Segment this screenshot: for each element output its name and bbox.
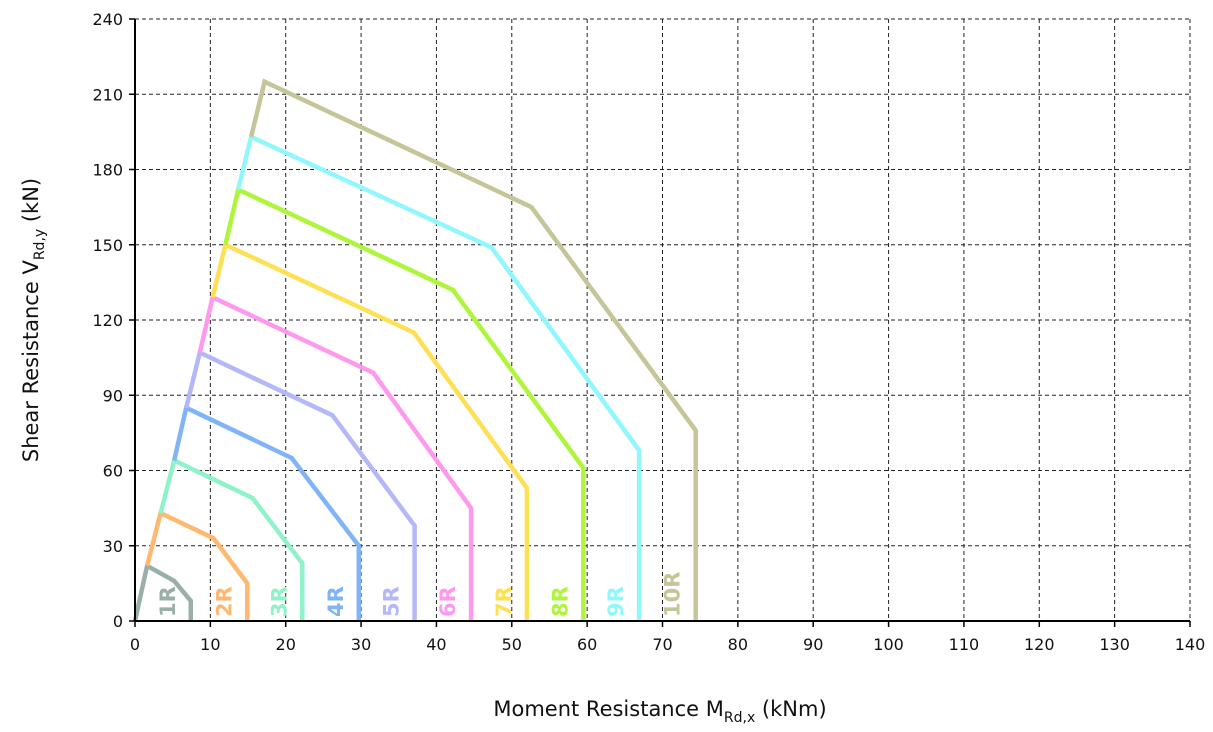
y-axis-title: Shear Resistance VRd,y (kN)	[19, 178, 48, 462]
series-label-8R: 8R	[548, 586, 572, 617]
series-label-6R: 6R	[436, 586, 460, 617]
series-label-3R: 3R	[267, 586, 291, 617]
x-tick-label: 90	[803, 635, 823, 654]
y-tick-labels: 0 30 60 90 120 150 180 210 240	[92, 10, 123, 631]
series-line-6R	[197, 294, 474, 621]
series-line-1R	[132, 562, 194, 622]
y-tick-label: 90	[103, 386, 123, 405]
x-tick-label: 60	[577, 635, 597, 654]
x-tick-label: 30	[351, 635, 371, 654]
x-tick-labels: 0 10 20 30 40 50 60 70 80 90 100 110 120 130 140	[130, 635, 1205, 654]
y-tick-label: 0	[113, 612, 123, 631]
y-tick-label: 210	[92, 85, 123, 104]
series-line-3R	[158, 457, 305, 621]
series-line-2R	[144, 509, 250, 621]
series-label-4R: 4R	[324, 586, 348, 617]
x-tick-label: 80	[728, 635, 748, 654]
y-tick-label: 120	[92, 311, 123, 330]
y-tick-label: 240	[92, 10, 123, 29]
series-line-10R	[248, 78, 698, 621]
series-label-9R: 9R	[604, 586, 628, 617]
series-lines	[132, 78, 698, 622]
y-tick-label: 60	[103, 462, 123, 481]
x-tick-label: 140	[1175, 635, 1206, 654]
x-tick-label: 130	[1099, 635, 1130, 654]
x-tick-label: 10	[200, 635, 220, 654]
x-tick-label: 120	[1024, 635, 1055, 654]
y-tick-label: 150	[92, 236, 123, 255]
series-line-7R	[210, 241, 530, 621]
x-tick-label: 70	[652, 635, 672, 654]
series-label-2R: 2R	[212, 586, 236, 617]
series-label-10R: 10R	[661, 572, 685, 617]
grid-lines	[135, 18, 1191, 621]
series-line-4R	[172, 404, 362, 621]
series-line-9R	[236, 133, 642, 621]
x-axis-title: Moment Resistance MRd,x (kNm)	[493, 697, 826, 726]
x-tick-label: 20	[276, 635, 296, 654]
series-line-5R	[184, 349, 417, 621]
y-tick-label: 180	[92, 161, 123, 180]
x-tick-label: 50	[502, 635, 522, 654]
x-tick-label: 0	[130, 635, 140, 654]
series-labels: 1R 2R 3R 4R 5R 6R 7R 8R 9R 10R	[156, 572, 685, 617]
series-label-5R: 5R	[380, 586, 404, 617]
series-label-7R: 7R	[492, 586, 516, 617]
axes	[129, 18, 1191, 627]
series-line-8R	[223, 186, 586, 621]
y-tick-label: 30	[103, 537, 123, 556]
x-tick-label: 40	[426, 635, 446, 654]
x-tick-label: 100	[873, 635, 904, 654]
x-tick-label: 110	[949, 635, 980, 654]
series-label-1R: 1R	[156, 586, 180, 617]
